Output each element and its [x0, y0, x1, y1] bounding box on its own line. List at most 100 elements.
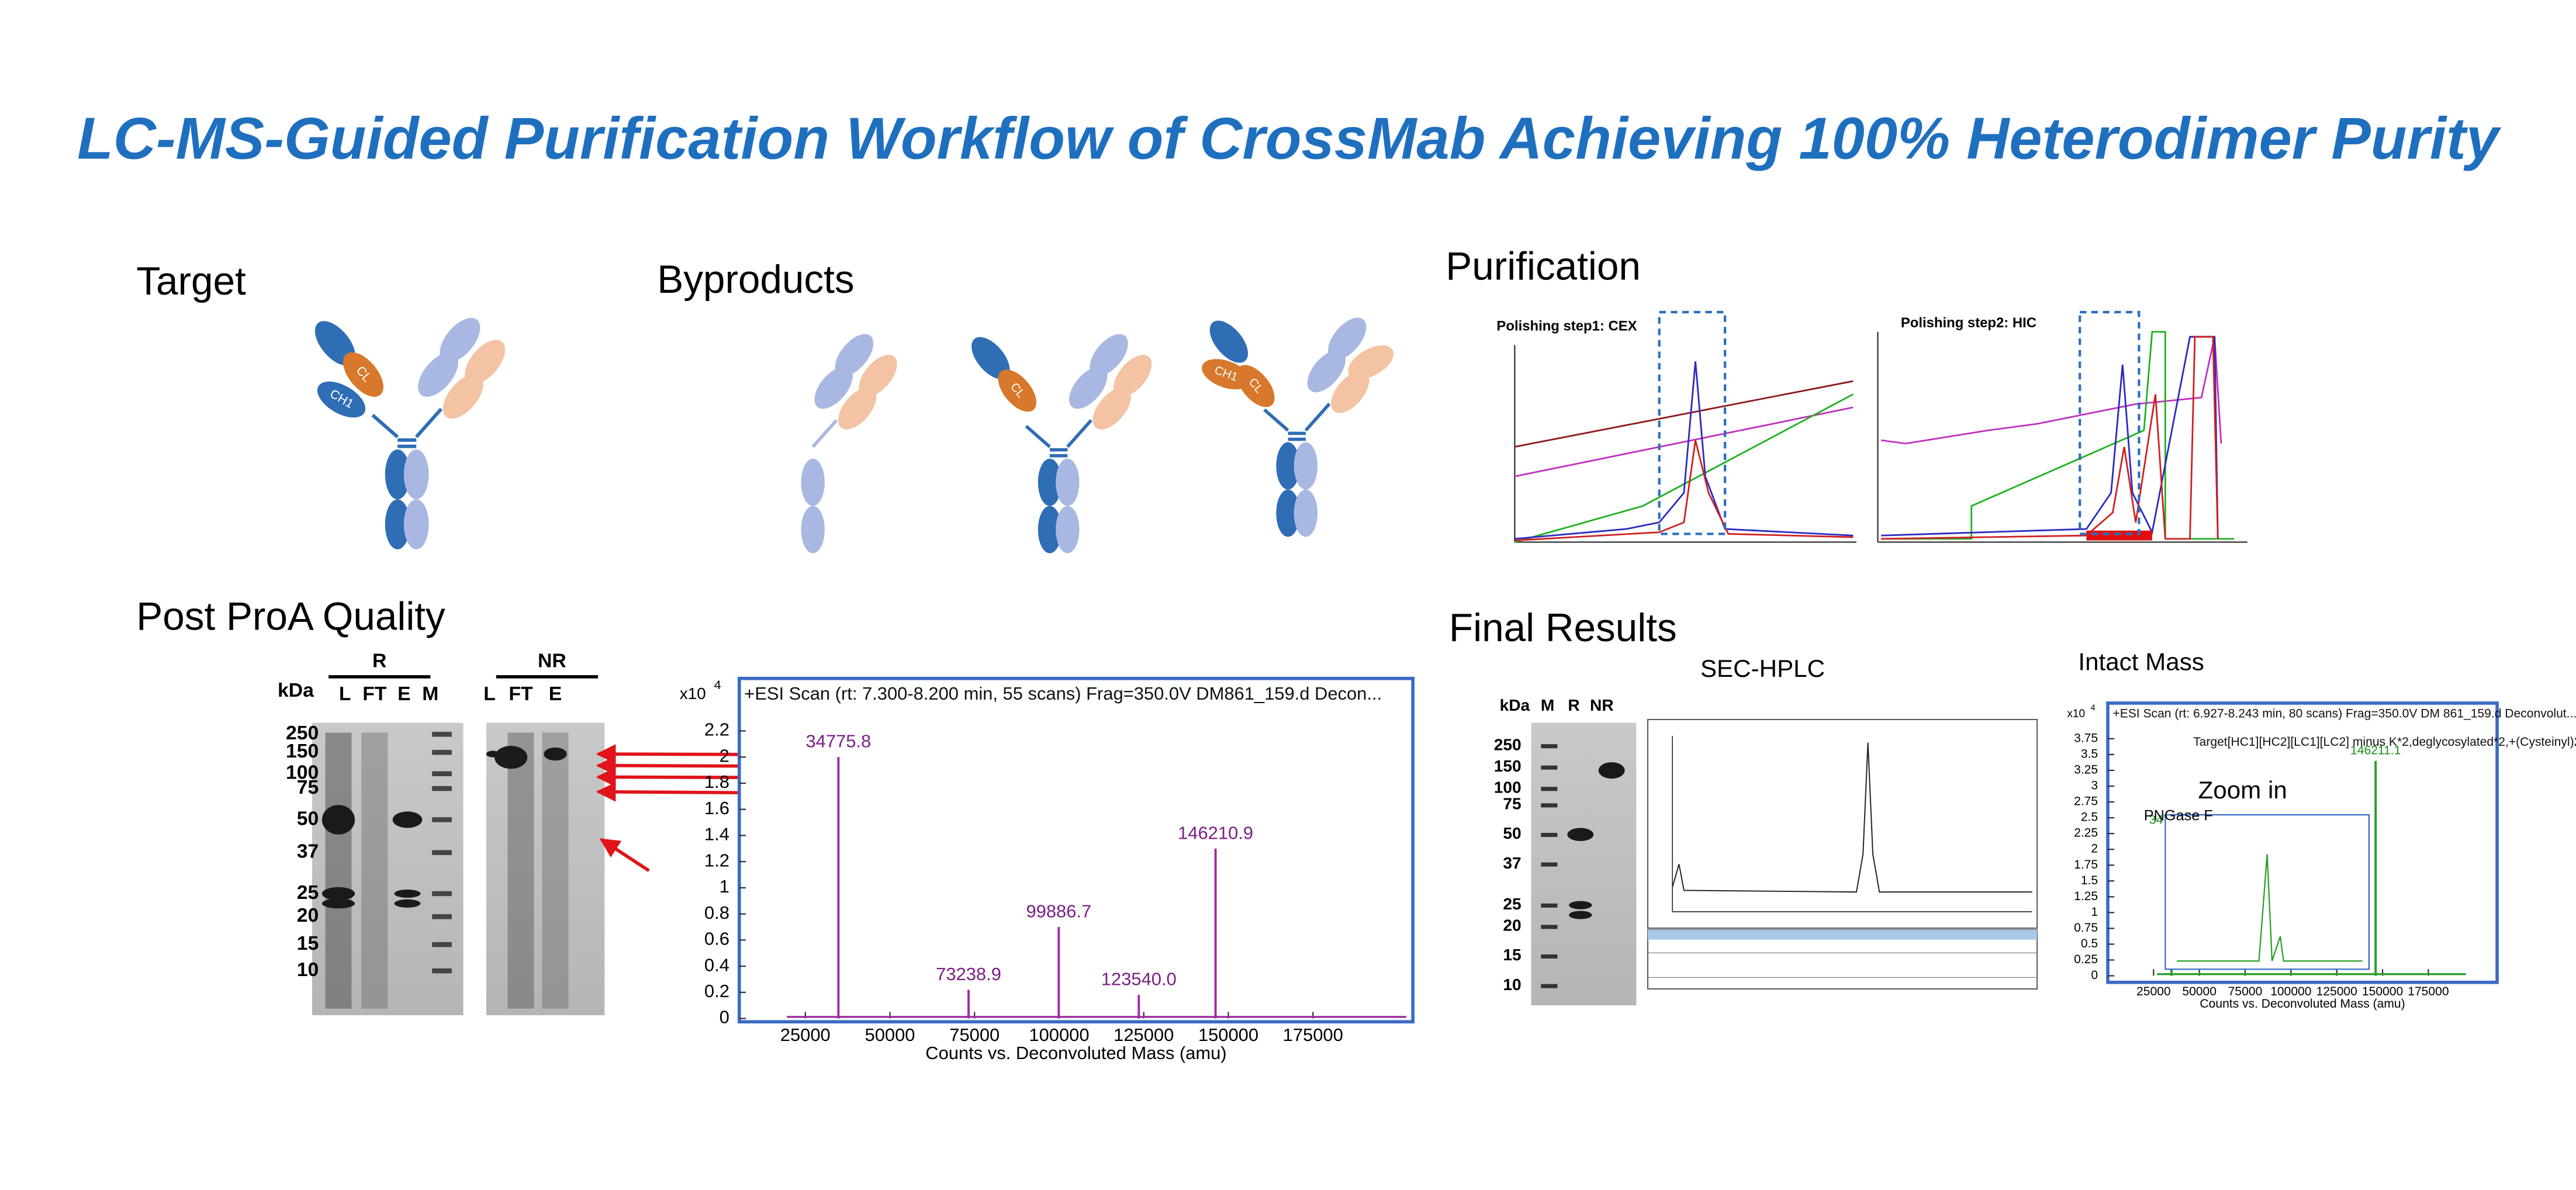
antibody-cartoon: [801, 334, 897, 554]
gel-band: [321, 887, 355, 901]
gel-band: [321, 898, 355, 909]
x-tick-label: 50000: [865, 1025, 915, 1045]
peak-label: 146210.9: [1178, 822, 1253, 843]
domain: [418, 352, 459, 397]
gel-lane: NR: [1590, 696, 1614, 714]
gel-band: [486, 750, 500, 757]
x-tick-label: 25000: [2136, 985, 2171, 998]
chart-title: Polishing step2: HIC: [1901, 315, 2036, 331]
gel-image: [486, 722, 605, 1015]
ladder-band: [432, 750, 452, 755]
gel-band: [1567, 828, 1594, 842]
slide-title: LC-MS-Guided Purification Workflow of Cr…: [77, 105, 2502, 171]
y-tick-label: 2.25: [2074, 826, 2098, 840]
domain: [440, 318, 480, 363]
y-tick-label: 2: [2091, 842, 2098, 856]
gel-marker: 250: [286, 722, 319, 744]
gel-lane: FT: [509, 683, 533, 705]
ladder-band: [432, 786, 452, 791]
domain: [1294, 489, 1318, 537]
ladder-band: [432, 817, 452, 822]
gel-lane: L: [483, 683, 496, 705]
y-tick-label: 0.2: [704, 981, 729, 1001]
gel-lane: E: [549, 683, 562, 705]
y-tick-label: 1: [720, 876, 729, 897]
domain: [1294, 442, 1318, 490]
section-heading: Purification: [1446, 245, 1641, 289]
x-tick-label: 125000: [1114, 1025, 1174, 1045]
y-tick-label: 1.8: [704, 772, 729, 792]
gel-lane: M: [422, 683, 438, 705]
gel-unit: kDa: [278, 679, 314, 701]
ladder-band: [1541, 832, 1558, 837]
y-tick-label: 0: [2091, 968, 2098, 982]
x-tick-label: 150000: [2362, 985, 2403, 998]
y-tick-label: 1.6: [704, 798, 729, 818]
y-tick-label: 0: [720, 1007, 729, 1028]
y-tick-label: 1.5: [2081, 874, 2098, 887]
gel-marker: 150: [286, 740, 319, 762]
ladder-band: [432, 891, 452, 897]
domain: [1327, 317, 1367, 360]
section-heading: Final Results: [1449, 606, 1677, 650]
gel-band: [494, 746, 528, 769]
x-tick-label: 75000: [2228, 985, 2263, 998]
domain: [1276, 442, 1300, 490]
hinge: [371, 407, 443, 448]
gel-marker: 15: [297, 932, 319, 954]
section-heading: Byproducts: [657, 258, 854, 302]
domain: [1348, 345, 1394, 380]
lane-smear: [361, 732, 388, 1009]
y-tick-label: 0.6: [704, 929, 729, 949]
domain: [1276, 489, 1300, 537]
chart-title: +ESI Scan (rt: 7.300-8.200 min, 55 scans…: [744, 683, 1382, 704]
x-tick-label: 75000: [949, 1025, 1000, 1045]
panel-title: SEC-HPLC: [1700, 655, 1825, 682]
domain: [1209, 320, 1249, 363]
annotation: Target[HC1][HC2][LC1][LC2] minus K*2,deg…: [2193, 735, 2576, 749]
gel-marker: 37: [1503, 854, 1521, 872]
gel-marker: 250: [1494, 735, 1522, 753]
gel-band: [394, 889, 421, 898]
gel-marker: 75: [297, 776, 319, 798]
section-heading: Post ProA Quality: [136, 594, 445, 638]
ladder-band: [1541, 787, 1558, 791]
domain: [814, 366, 853, 409]
ladder-band: [432, 850, 452, 855]
domain: [859, 355, 897, 397]
zoom-trace: [2177, 854, 2363, 962]
y-tick-label: 1.75: [2074, 858, 2098, 871]
domain: [317, 381, 366, 418]
ladder-band: [1541, 862, 1558, 867]
y-tick-label: 2.75: [2074, 795, 2098, 808]
sec-chromatogram: [1647, 719, 2038, 990]
y-tick-label: 1.2: [704, 850, 729, 870]
axis-exponent: 4: [2090, 703, 2095, 712]
chromatogram-cex: Polishing step1: CEX: [1496, 310, 1856, 543]
axis-multiplier: x10: [2067, 708, 2085, 720]
y-tick-label: 2: [720, 745, 729, 766]
gel-lane: M: [1541, 696, 1554, 714]
gel-band: [321, 805, 355, 835]
y-tick-label: 2.5: [2081, 811, 2098, 824]
y-tick-label: 1.4: [704, 824, 729, 845]
domain: [998, 369, 1036, 412]
gel-marker: 20: [297, 904, 319, 926]
gel-marker: 15: [1503, 946, 1521, 964]
y-tick-label: 3.25: [2074, 763, 2098, 777]
peak-label: 73238.9: [936, 964, 1001, 984]
domain: [1038, 506, 1062, 554]
plot-frame: [737, 676, 1415, 1024]
y-tick-label: 3.75: [2074, 731, 2098, 745]
domain: [1090, 334, 1128, 376]
y-tick-label: 0.5: [2081, 937, 2098, 950]
domain: [835, 334, 874, 376]
domain: [442, 374, 483, 419]
gel-band: [1598, 762, 1625, 779]
ladder-band: [432, 771, 452, 777]
domain: [1092, 387, 1131, 430]
domain: [1331, 371, 1370, 413]
